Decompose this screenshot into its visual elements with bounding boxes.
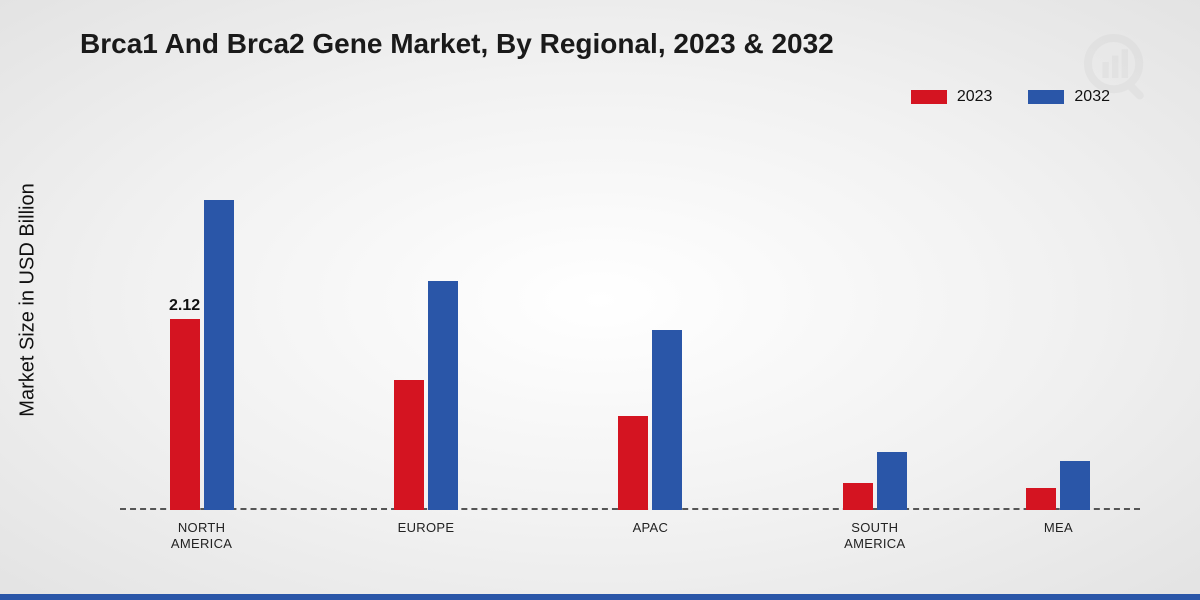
bar-group: APAC bbox=[618, 330, 682, 510]
legend: 2023 2032 bbox=[911, 88, 1110, 106]
bar-2032 bbox=[652, 330, 682, 510]
bar-2032 bbox=[428, 281, 458, 511]
legend-label-2023: 2023 bbox=[957, 88, 993, 106]
bar-group: EUROPE bbox=[394, 281, 458, 511]
bar-2032 bbox=[204, 200, 234, 511]
chart-title: Brca1 And Brca2 Gene Market, By Regional… bbox=[80, 28, 834, 60]
y-axis-label: Market Size in USD Billion bbox=[17, 183, 40, 416]
category-label: NORTHAMERICA bbox=[147, 520, 257, 553]
legend-item-2032: 2032 bbox=[1028, 88, 1110, 106]
bar-group: SOUTHAMERICA bbox=[843, 452, 907, 511]
bar-group: 2.12NORTHAMERICA bbox=[170, 200, 234, 511]
bar-2023 bbox=[843, 483, 873, 510]
category-label: SOUTHAMERICA bbox=[820, 520, 930, 553]
bar-2032 bbox=[1060, 461, 1090, 511]
legend-item-2023: 2023 bbox=[911, 88, 993, 106]
bar-2023 bbox=[618, 416, 648, 511]
bar-group: MEA bbox=[1026, 461, 1090, 511]
bar-value-label: 2.12 bbox=[169, 297, 200, 315]
legend-swatch-2023 bbox=[911, 90, 947, 104]
bottom-stripe bbox=[0, 594, 1200, 600]
plot-area: 2.12NORTHAMERICA EUROPE APAC SOUTHAMERICA ME… bbox=[120, 150, 1140, 510]
bar-2023 bbox=[1026, 488, 1056, 511]
legend-swatch-2032 bbox=[1028, 90, 1064, 104]
category-label: APAC bbox=[595, 520, 705, 536]
bar-2023: 2.12 bbox=[170, 319, 200, 510]
category-label: MEA bbox=[1003, 520, 1113, 536]
bar-2023 bbox=[394, 380, 424, 511]
legend-label-2032: 2032 bbox=[1074, 88, 1110, 106]
bar-2032 bbox=[877, 452, 907, 511]
category-label: EUROPE bbox=[371, 520, 481, 536]
